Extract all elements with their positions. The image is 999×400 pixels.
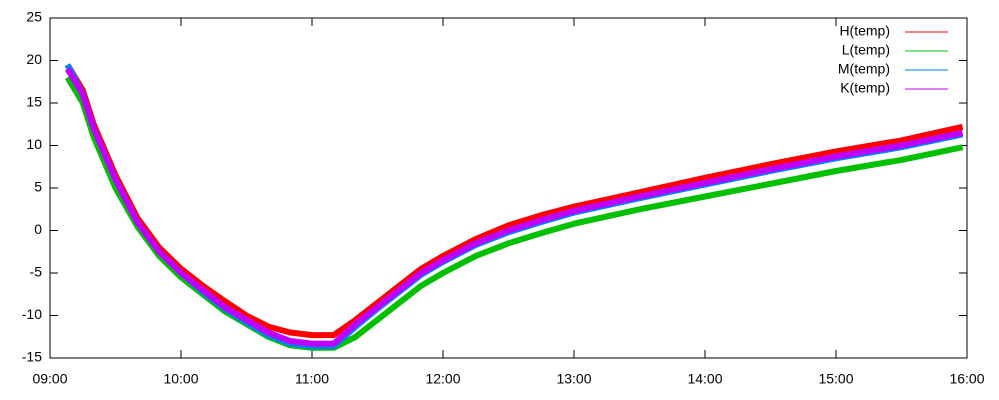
y-tick-label: 20 xyxy=(26,51,42,67)
x-tick-label: 14:00 xyxy=(687,371,722,387)
y-tick-label: 10 xyxy=(26,136,42,152)
legend-label: L(temp) xyxy=(842,42,890,58)
legend-label: K(temp) xyxy=(840,80,890,96)
x-tick-label: 11:00 xyxy=(295,371,329,387)
series-line xyxy=(64,63,964,350)
y-tick-label: 25 xyxy=(26,9,42,25)
y-tick-label: 15 xyxy=(26,94,42,110)
plot-frame xyxy=(49,17,968,359)
x-tick-label: 09:00 xyxy=(32,371,67,387)
y-tick-label: -10 xyxy=(22,306,42,322)
legend-label: H(temp) xyxy=(839,23,890,39)
x-tick-label: 13:00 xyxy=(556,371,591,387)
y-tick-label: -15 xyxy=(22,349,42,365)
x-tick-label: 12:00 xyxy=(425,371,460,387)
series-line xyxy=(64,75,964,351)
x-tick-label: 15:00 xyxy=(818,371,853,387)
legend-label: M(temp) xyxy=(838,61,890,77)
x-tick-label: 16:00 xyxy=(949,371,984,387)
x-tick-label: 10:00 xyxy=(163,371,198,387)
y-tick-label: 5 xyxy=(34,179,42,195)
y-tick-label: 0 xyxy=(34,221,42,237)
y-tick-label: -5 xyxy=(30,264,43,280)
series-line xyxy=(64,67,964,347)
